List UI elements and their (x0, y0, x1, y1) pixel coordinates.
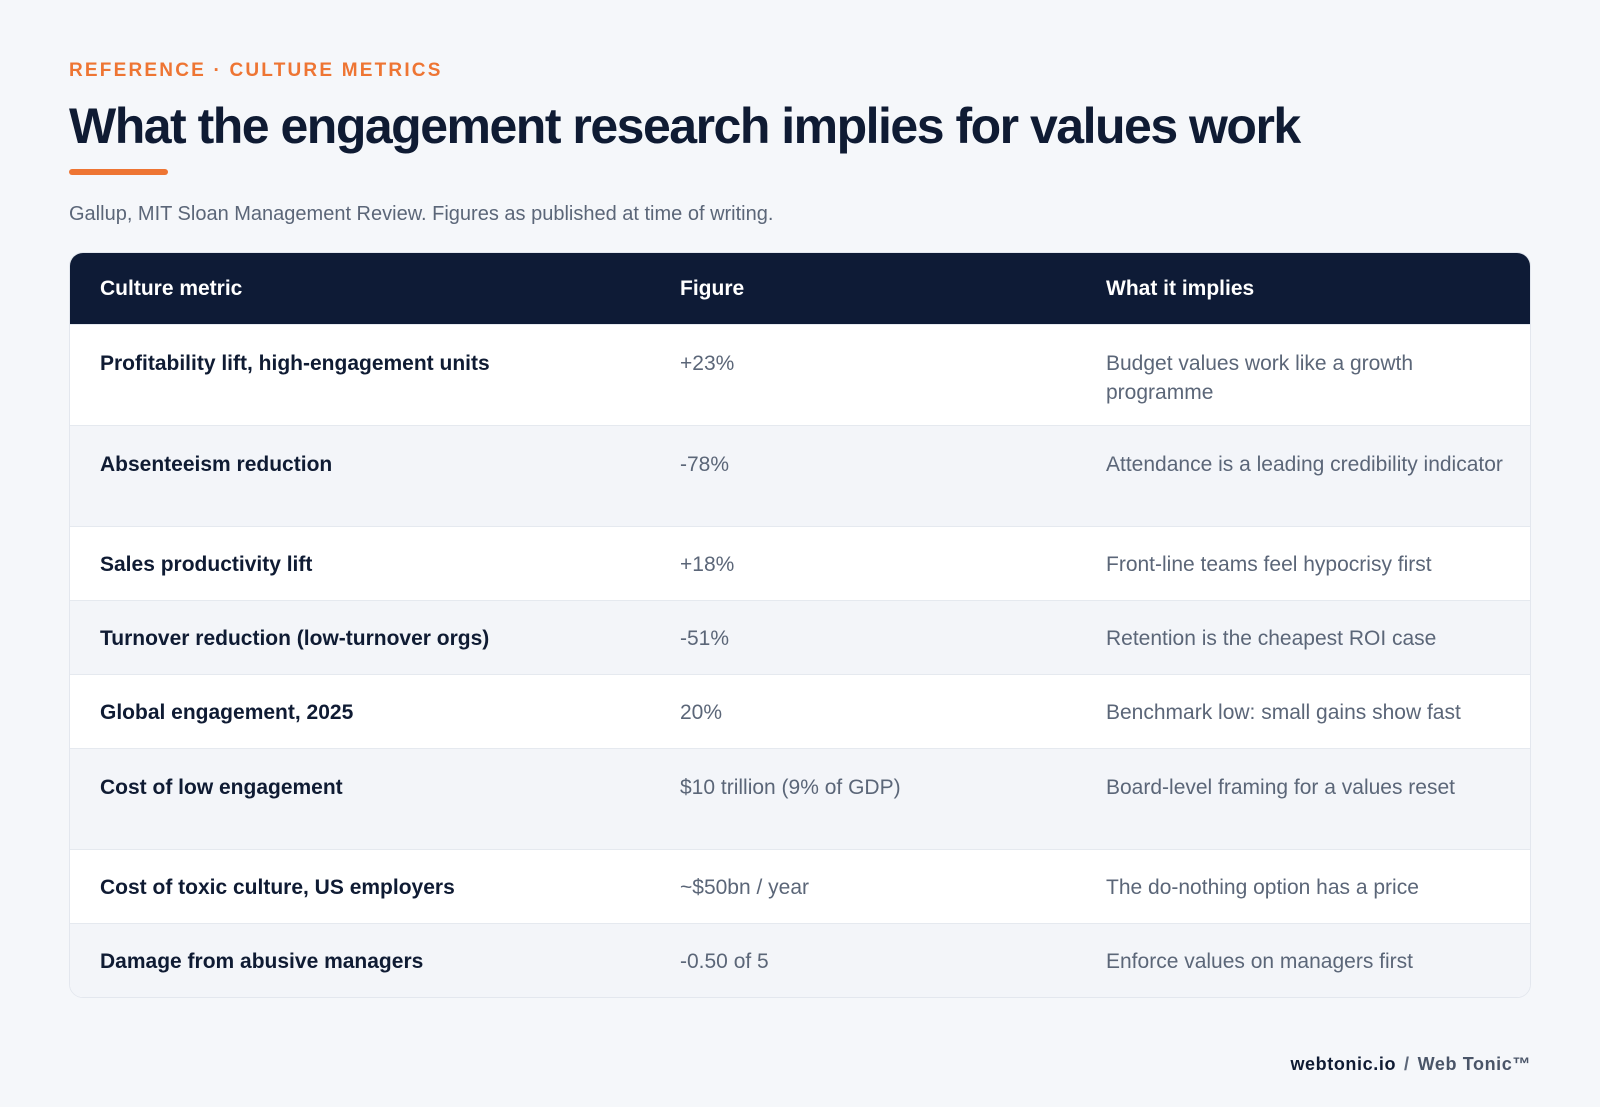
footer-credit: webtonic.io / Web Tonic™ (1290, 1054, 1531, 1075)
column-header-implies: What it implies (1106, 276, 1255, 300)
row-implication: Enforce values on managers first (1106, 950, 1413, 973)
page-subtitle: Gallup, MIT Sloan Management Review. Fig… (69, 203, 774, 225)
row-implication: Budget values work like a growth program… (1106, 352, 1413, 404)
page-title: What the engagement research implies for… (69, 98, 1301, 154)
row-figure: ~$50bn / year (680, 876, 810, 899)
row-metric: Profitability lift, high-engagement unit… (100, 352, 490, 375)
table-row: Turnover reduction (low-turnover orgs) -… (70, 600, 1530, 674)
row-metric: Cost of toxic culture, US employers (100, 876, 455, 899)
row-metric: Global engagement, 2025 (100, 701, 354, 724)
row-figure: -0.50 of 5 (680, 950, 769, 973)
table-row: Sales productivity lift +18% Front-line … (70, 526, 1530, 600)
metrics-table: Culture metric Figure What it implies Pr… (69, 252, 1531, 998)
row-metric: Cost of low engagement (100, 776, 343, 799)
table-row: Absenteeism reduction -78% Attendance is… (70, 425, 1530, 526)
footer-separator: / (1404, 1054, 1410, 1074)
table-header: Culture metric Figure What it implies (70, 253, 1530, 324)
row-implication: Front-line teams feel hypocrisy first (1106, 553, 1432, 576)
row-figure: +18% (680, 553, 735, 576)
title-accent-rule (69, 169, 168, 175)
row-figure: 20% (680, 701, 723, 724)
row-figure: -78% (680, 453, 730, 476)
table-row: Global engagement, 2025 20% Benchmark lo… (70, 674, 1530, 748)
row-metric: Sales productivity lift (100, 553, 313, 576)
row-implication: Retention is the cheapest ROI case (1106, 627, 1437, 650)
row-figure: $10 trillion (9% of GDP) (680, 776, 901, 799)
row-figure: +23% (680, 352, 735, 375)
row-implication: Board-level framing for a values reset (1106, 776, 1455, 799)
footer-brand: Web Tonic™ (1417, 1054, 1531, 1074)
row-implication: The do-nothing option has a price (1106, 876, 1419, 899)
row-metric: Turnover reduction (low-turnover orgs) (100, 627, 490, 650)
row-figure: -51% (680, 627, 730, 650)
column-header-metric: Culture metric (100, 276, 243, 300)
eyebrow-label: REFERENCE · CULTURE METRICS (69, 60, 443, 81)
row-implication: Benchmark low: small gains show fast (1106, 701, 1461, 724)
column-header-figure: Figure (680, 276, 745, 300)
table-row: Profitability lift, high-engagement unit… (70, 324, 1530, 425)
page: REFERENCE · CULTURE METRICS What the eng… (69, 58, 1531, 998)
footer-site: webtonic.io (1290, 1054, 1397, 1074)
table-row: Damage from abusive managers -0.50 of 5 … (70, 923, 1530, 997)
row-metric: Damage from abusive managers (100, 950, 424, 973)
row-metric: Absenteeism reduction (100, 453, 333, 476)
row-implication: Attendance is a leading credibility indi… (1106, 453, 1503, 476)
table-row: Cost of toxic culture, US employers ~$50… (70, 849, 1530, 923)
table-row: Cost of low engagement $10 trillion (9% … (70, 748, 1530, 849)
